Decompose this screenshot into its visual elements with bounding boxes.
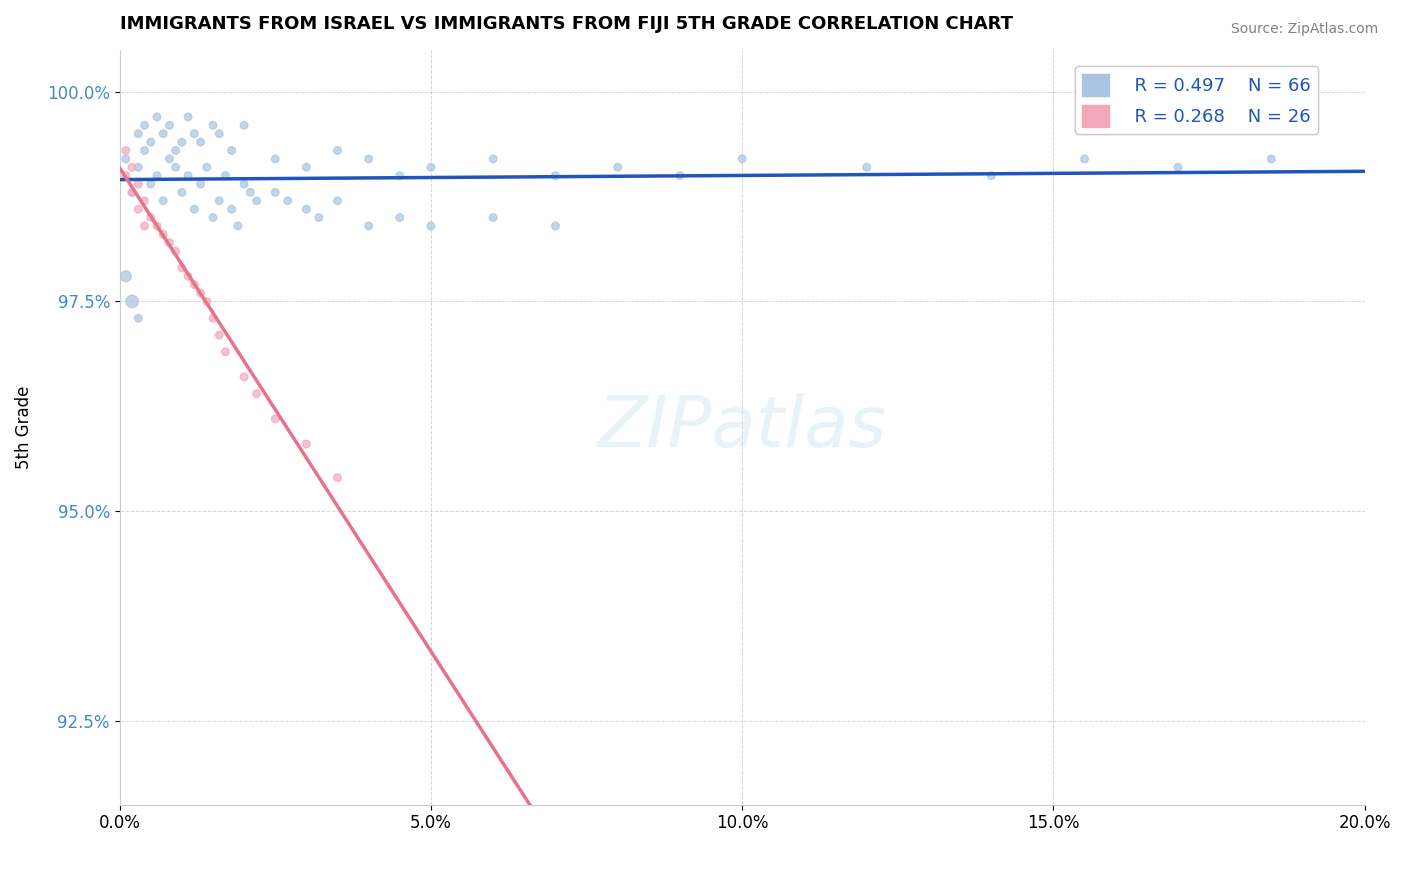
Point (264, 412, 287, 426)
Point (134, 118, 156, 132)
Point (264, 186, 287, 200)
Point (226, 219, 249, 233)
Text: Source: ZipAtlas.com: Source: ZipAtlas.com (1230, 22, 1378, 37)
Point (177, 169, 200, 183)
Point (544, 169, 567, 183)
Point (134, 194, 156, 208)
Point (134, 144, 156, 158)
Point (277, 194, 299, 208)
Point (114, 269, 136, 284)
Point (482, 211, 505, 225)
Point (152, 227, 174, 242)
Point (295, 161, 318, 175)
Point (177, 110, 200, 124)
Point (245, 194, 267, 208)
Point (855, 161, 877, 175)
Point (233, 118, 256, 132)
Point (183, 127, 205, 141)
Point (606, 161, 628, 175)
Point (239, 186, 262, 200)
Point (669, 169, 692, 183)
Point (221, 144, 243, 158)
Point (295, 437, 318, 451)
Point (121, 294, 143, 309)
Point (127, 177, 149, 191)
Point (121, 186, 143, 200)
Point (146, 219, 169, 233)
Point (183, 202, 205, 217)
Point (245, 386, 267, 401)
Point (214, 344, 236, 359)
Point (201, 311, 224, 326)
Point (177, 269, 200, 284)
Point (208, 194, 231, 208)
Point (419, 161, 441, 175)
Point (388, 211, 411, 225)
Point (152, 194, 174, 208)
Point (419, 219, 441, 233)
Point (1167, 161, 1189, 175)
Point (121, 186, 143, 200)
Point (214, 169, 236, 183)
Point (170, 135, 193, 149)
Point (482, 152, 505, 166)
Point (127, 127, 149, 141)
Point (264, 152, 287, 166)
Y-axis label: 5th Grade: 5th Grade (15, 385, 32, 469)
Point (121, 161, 143, 175)
Point (208, 328, 231, 343)
Point (295, 202, 318, 217)
Point (731, 152, 754, 166)
Point (233, 177, 256, 191)
Point (190, 177, 212, 191)
Point (114, 169, 136, 183)
Point (357, 219, 380, 233)
Point (208, 127, 231, 141)
Point (127, 161, 149, 175)
Point (195, 161, 218, 175)
Point (146, 169, 169, 183)
Point (146, 110, 169, 124)
Point (157, 152, 180, 166)
Point (190, 135, 212, 149)
Point (201, 211, 224, 225)
Point (165, 244, 187, 259)
Point (157, 235, 180, 250)
Legend:   R = 0.497    N = 66,   R = 0.268    N = 26: R = 0.497 N = 66, R = 0.268 N = 26 (1074, 66, 1319, 134)
Point (1260, 152, 1282, 166)
Point (127, 202, 149, 217)
Point (388, 169, 411, 183)
Point (114, 144, 136, 158)
Point (326, 194, 349, 208)
Point (544, 219, 567, 233)
Text: IMMIGRANTS FROM ISRAEL VS IMMIGRANTS FROM FIJI 5TH GRADE CORRELATION CHART: IMMIGRANTS FROM ISRAEL VS IMMIGRANTS FRO… (120, 15, 1012, 33)
Point (139, 177, 162, 191)
Point (308, 211, 330, 225)
Point (221, 202, 243, 217)
Point (114, 152, 136, 166)
Point (165, 144, 187, 158)
Point (139, 211, 162, 225)
Point (195, 294, 218, 309)
Point (139, 135, 162, 149)
Point (1073, 152, 1095, 166)
Point (165, 161, 187, 175)
Point (157, 118, 180, 132)
Point (980, 169, 1002, 183)
Point (326, 144, 349, 158)
Point (201, 118, 224, 132)
Text: ZIPatlas: ZIPatlas (598, 392, 887, 462)
Point (152, 127, 174, 141)
Point (183, 277, 205, 292)
Point (127, 311, 149, 326)
Point (326, 470, 349, 484)
Point (134, 219, 156, 233)
Point (170, 186, 193, 200)
Point (170, 260, 193, 275)
Point (233, 370, 256, 384)
Point (357, 152, 380, 166)
Point (190, 286, 212, 301)
